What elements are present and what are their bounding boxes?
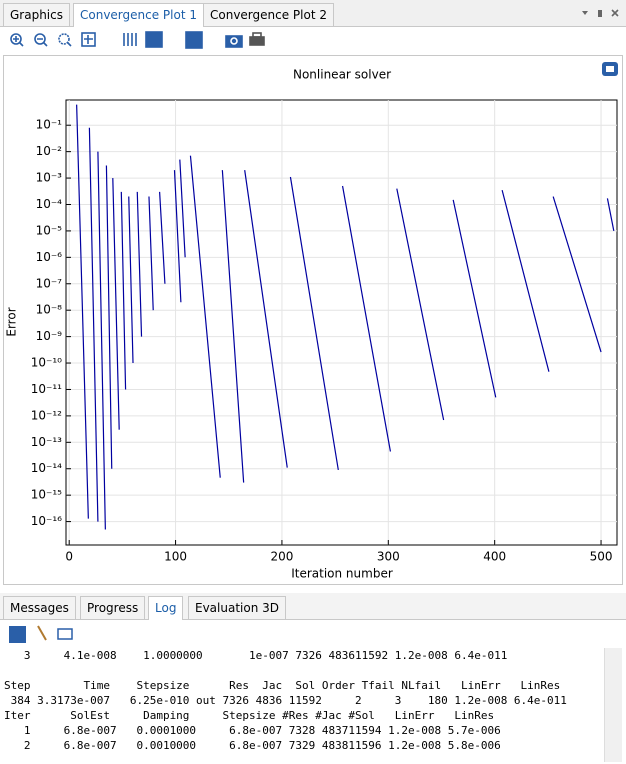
x-tick-label: 0 xyxy=(65,550,73,564)
x-axis-label: Iteration number xyxy=(291,567,393,581)
data-line xyxy=(76,104,615,530)
y-tick-label: 10⁻¹⁴ xyxy=(31,461,62,475)
log-line: Iter SolEst Damping Stepsize #Res #Jac #… xyxy=(4,709,495,722)
x-tick-label: 100 xyxy=(164,550,187,564)
y-tick-label: 10⁻¹⁵ xyxy=(31,488,62,502)
window-controls[interactable] xyxy=(580,8,624,20)
y-tick-label: 10⁻¹³ xyxy=(31,435,62,449)
tab[interactable]: Graphics xyxy=(3,3,70,26)
x-tick-label: 500 xyxy=(590,550,613,564)
top-tab-bar: Graphics Convergence Plot 1 Convergence … xyxy=(0,0,626,27)
y-tick-label: 10⁻⁹ xyxy=(36,329,63,343)
tab[interactable]: Convergence Plot 1 xyxy=(73,3,204,27)
y-tick-label: 10⁻² xyxy=(36,144,63,158)
tab[interactable]: Evaluation 3D xyxy=(188,596,287,619)
x-tick-label: 200 xyxy=(270,550,293,564)
tab[interactable]: Progress xyxy=(80,596,146,619)
log-line: 2 6.8e-007 0.0010000 6.8e-007 7329 48381… xyxy=(4,739,501,752)
plot-toolbar xyxy=(0,28,626,54)
plot-area xyxy=(65,99,618,546)
x-tick-label: 300 xyxy=(377,550,400,564)
log-line: 3 4.1e-008 1.0000000 1e-007 7326 4836115… xyxy=(4,649,508,662)
toolbar-icons[interactable] xyxy=(0,28,280,54)
scrollbar[interactable] xyxy=(604,648,622,762)
y-tick-label: 10⁻⁵ xyxy=(36,223,63,237)
y-tick-label: 10⁻⁸ xyxy=(36,303,63,317)
tab[interactable]: Messages xyxy=(3,596,76,619)
chart: Nonlinear solver Error Iteration number … xyxy=(5,62,618,581)
y-tick-label: 10⁻⁶ xyxy=(36,250,63,264)
y-axis-label: Error xyxy=(5,307,19,336)
y-tick-label: 10⁻⁷ xyxy=(36,276,63,290)
log-output: 3 4.1e-008 1.0000000 1e-007 7326 4836115… xyxy=(4,648,602,762)
log-line: 384 3.3173e-007 6.25e-010 out 7326 4836 … xyxy=(4,694,567,707)
y-tick-label: 10⁻¹¹ xyxy=(31,382,62,396)
y-tick-label: 10⁻¹ xyxy=(36,118,63,132)
y-tick-label: 10⁻¹⁰ xyxy=(31,356,62,370)
y-tick-label: 10⁻⁴ xyxy=(36,197,63,211)
bottom-tab-bar: Messages Progress Log Evaluation 3D xyxy=(0,593,626,620)
y-tick-label: 10⁻¹² xyxy=(31,408,62,422)
log-toolbar[interactable] xyxy=(0,622,626,646)
chart-title: Nonlinear solver xyxy=(293,68,391,82)
logo xyxy=(602,62,618,76)
tab[interactable]: Log xyxy=(148,596,184,620)
log-line: Step Time Stepsize Res Jac Sol Order Tfa… xyxy=(4,679,561,692)
y-tick-label: 10⁻¹⁶ xyxy=(31,514,62,528)
log-line: 1 6.8e-007 0.0001000 6.8e-007 7328 48371… xyxy=(4,724,501,737)
x-tick-label: 400 xyxy=(483,550,506,564)
y-tick-label: 10⁻³ xyxy=(36,171,63,185)
tab[interactable]: Convergence Plot 2 xyxy=(203,3,334,26)
